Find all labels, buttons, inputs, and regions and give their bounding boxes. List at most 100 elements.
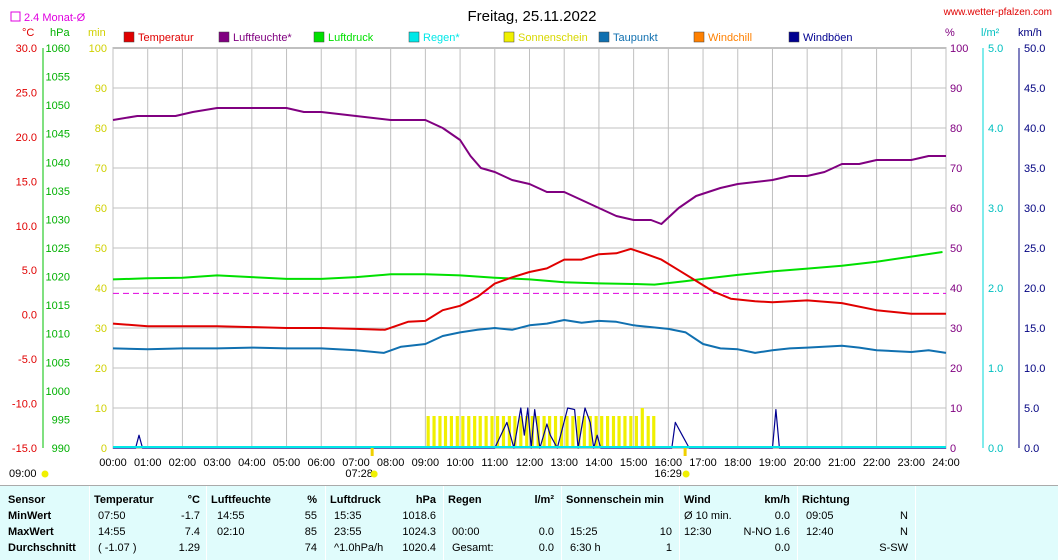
wind-axis-tick: 35.0 (1024, 163, 1045, 175)
stats-unit-temperature: °C (187, 494, 200, 506)
stats-rain-time: 00:00 (452, 526, 480, 538)
stats-wind-value: 0.0 (774, 510, 790, 522)
sunshine-bar (513, 416, 517, 448)
x-tick: 24:00 (932, 457, 960, 469)
x-tick: 02:00 (169, 457, 197, 469)
pressure-axis-tick: 1020 (46, 272, 70, 284)
humidity-axis-tick: 100 (950, 43, 968, 55)
wind-axis-tick: 15.0 (1024, 323, 1045, 335)
pressure-axis-tick: 1060 (46, 43, 70, 55)
x-tick: 20:00 (793, 457, 821, 469)
sunshine-bar (495, 416, 500, 448)
column-separator (915, 486, 916, 560)
series-luftfeuchte-line (112, 107, 946, 225)
pressure-axis-tick: 1015 (46, 300, 70, 312)
x-tick: 21:00 (828, 457, 856, 469)
sunset-label: 16:29 (654, 468, 682, 480)
legend-swatch (218, 31, 230, 43)
monthly-avg-legend-box (10, 11, 21, 22)
stats-humidity-time: 14:55 (217, 510, 245, 522)
sunrise-label: 07:28 (345, 468, 373, 480)
temp-axis-tick: -5.0 (18, 354, 37, 366)
stats-temperature-time: ( -1.07 ) (98, 542, 137, 554)
stats-temperature-value: 1.29 (178, 542, 200, 554)
stats-wind-value: N-NO 1.6 (743, 526, 790, 538)
sunshine-bar (588, 416, 592, 448)
minutes-axis-tick: 100 (89, 43, 107, 55)
temp-axis-tick: 5.0 (22, 265, 37, 277)
temp-unit: °C (22, 27, 34, 39)
stats-temperature-time: 14:55 (98, 526, 126, 538)
temp-axis-tick: 15.0 (16, 176, 37, 188)
x-tick: 09:00 (412, 457, 440, 469)
website-link[interactable]: www.wetter-pfalzen.com (943, 7, 1052, 18)
wind-axis-tick: 10.0 (1024, 363, 1045, 375)
chart-title: Freitag, 25.11.2022 (468, 8, 597, 25)
legend-swatch (788, 31, 800, 43)
stats-unit-pressure: hPa (415, 494, 436, 506)
x-tick: 18:00 (724, 457, 752, 469)
sunshine-bar (582, 416, 586, 448)
column-separator (206, 486, 207, 560)
stats-unit-humidity: % (307, 494, 317, 506)
start-time-label: 09:00 (9, 468, 37, 480)
stats-unit-rain: l/m² (534, 494, 554, 506)
x-tick: 04:00 (238, 457, 266, 469)
sun-markers: 07:28 16:29 09:00 (9, 448, 690, 480)
legend: Temperatur Luftfeuchte* Luftdruck Regen* Son… (123, 31, 853, 44)
minutes-axis-tick: 0 (101, 443, 107, 455)
stats-pressure-time: 15:35 (334, 510, 362, 522)
minutes-axis-tick: 80 (95, 123, 107, 135)
legend-label: Luftfeuchte* (233, 32, 292, 44)
stats-header-rain: Regen (448, 494, 482, 506)
humidity-unit: % (945, 27, 955, 39)
grid (112, 47, 947, 449)
legend-label: Windchill (708, 32, 752, 44)
stats-pressure-value: 1024.3 (402, 526, 436, 538)
legend-label: Windböen (803, 32, 853, 44)
humidity-axis-tick: 50 (950, 243, 962, 255)
stats-humidity-value: 55 (304, 510, 317, 522)
minutes-axis-tick: 30 (95, 323, 107, 335)
sunshine-bar (553, 416, 558, 448)
stats-direction-time: 12:40 (806, 526, 834, 538)
wind-axis-tick: 25.0 (1024, 243, 1045, 255)
sunshine-bar (629, 416, 633, 448)
stats-pressure-time: 23:55 (334, 526, 362, 538)
rain-axis-tick: 5.0 (988, 43, 1003, 55)
minutes-axis-tick: 40 (95, 283, 107, 295)
minutes-axis-tick: 50 (95, 243, 107, 255)
sunshine-bar (484, 416, 488, 448)
rain-axis-tick: 0.0 (988, 443, 1003, 455)
sunshine-bar (432, 416, 436, 448)
rain-axis-tick: 2.0 (988, 283, 1003, 295)
stats-pressure-value: 1018.6 (402, 510, 436, 522)
temp-axis-tick: -10.0 (12, 399, 37, 411)
legend-swatch (123, 31, 135, 43)
rain-axis-tick: 1.0 (988, 363, 1003, 375)
x-tick: 16:00 (655, 457, 683, 469)
stats-wind-time: Ø 10 min. (684, 510, 732, 522)
stats-rain-time: Gesamt: (452, 542, 494, 554)
stats-sunshine-time: 6:30 h (570, 542, 601, 554)
x-tick: 08:00 (377, 457, 405, 469)
humidity-axis-tick: 60 (950, 203, 962, 215)
x-tick: 23:00 (898, 457, 926, 469)
stats-rain-value: 0.0 (538, 526, 554, 538)
stats-header-direction: Richtung (802, 494, 850, 506)
stats-sunshine-value: 10 (659, 526, 672, 538)
sunshine-bar (652, 416, 656, 448)
x-tick: 10:00 (446, 457, 474, 469)
legend-swatch (313, 31, 325, 43)
pressure-axis-tick: 1040 (46, 157, 70, 169)
sunshine-bar (577, 416, 581, 448)
humidity-axis-tick: 0 (950, 443, 956, 455)
sunshine-bar (426, 416, 430, 448)
column-separator (325, 486, 326, 560)
pressure-axis-tick: 1005 (46, 357, 70, 369)
minutes-axis-tick: 90 (95, 83, 107, 95)
sunshine-bar (490, 416, 494, 448)
minutes-axis-tick: 70 (95, 163, 107, 175)
x-tick: 19:00 (759, 457, 787, 469)
stats-pressure-time: ^1.0hPa/h (334, 542, 384, 554)
